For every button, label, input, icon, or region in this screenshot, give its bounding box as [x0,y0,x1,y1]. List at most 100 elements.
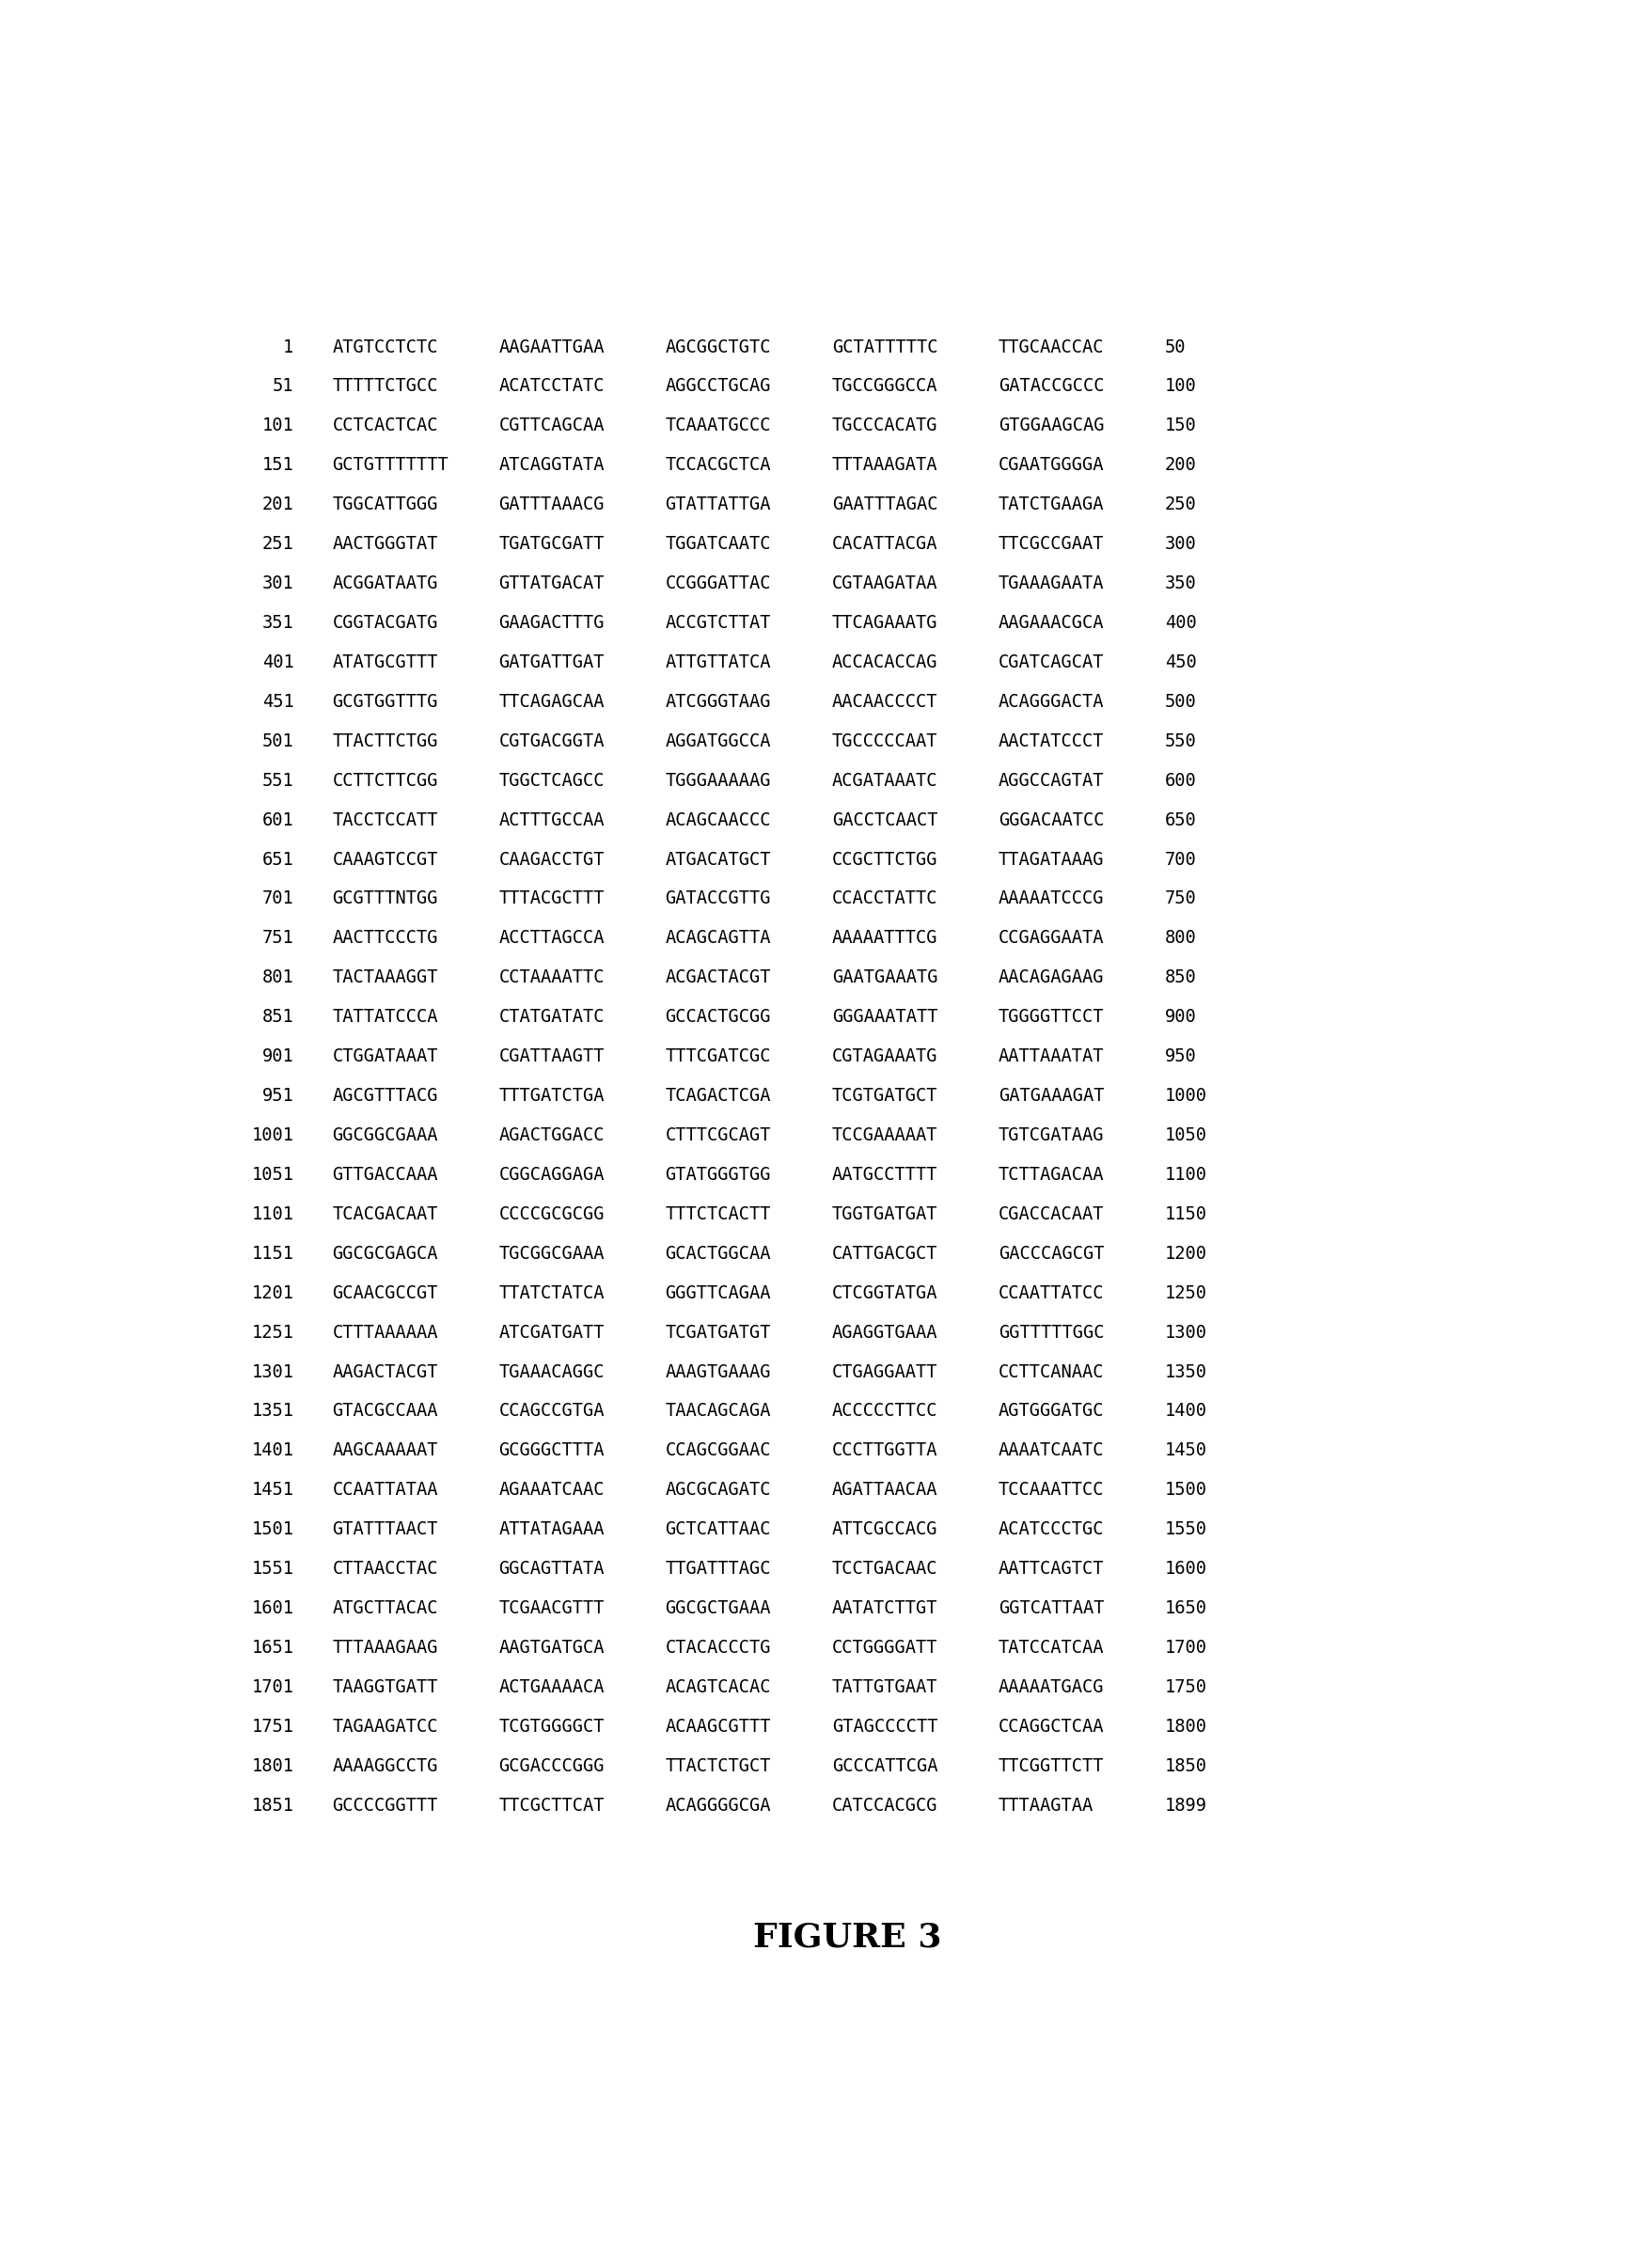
Text: 800: 800 [1165,929,1196,947]
Text: TGCCGGGCCA: TGCCGGGCCA [831,378,937,396]
Text: TACCTCCATT: TACCTCCATT [332,811,438,829]
Text: GCTCATTAAC: GCTCATTAAC [664,1520,770,1538]
Text: GGTTTTTGGC: GGTTTTTGGC [998,1323,1104,1341]
Text: ACCTTAGCCA: ACCTTAGCCA [499,929,605,947]
Text: CGGTACGATG: CGGTACGATG [332,614,438,632]
Text: 1601: 1601 [251,1599,294,1617]
Text: GCCCCGGTTT: GCCCCGGTTT [332,1796,438,1814]
Text: AGGATGGCCA: AGGATGGCCA [664,732,770,750]
Text: CGGCAGGAGA: CGGCAGGAGA [499,1166,605,1185]
Text: CCTGGGGATT: CCTGGGGATT [831,1640,937,1656]
Text: TCGTGATGCT: TCGTGATGCT [831,1087,937,1105]
Text: ATGCTTACAC: ATGCTTACAC [332,1599,438,1617]
Text: TTAGATAAAG: TTAGATAAAG [998,849,1104,867]
Text: AACAACCCCT: AACAACCCCT [831,693,937,711]
Text: 1851: 1851 [251,1796,294,1814]
Text: CCAGGCTCAA: CCAGGCTCAA [998,1717,1104,1735]
Text: ACCCCCTTCC: ACCCCCTTCC [831,1402,937,1420]
Text: AAAAATGACG: AAAAATGACG [998,1678,1104,1696]
Text: 1000: 1000 [1165,1087,1206,1105]
Text: 1201: 1201 [251,1284,294,1302]
Text: TCGTGGGGCT: TCGTGGGGCT [499,1717,605,1735]
Text: CCGCTTCTGG: CCGCTTCTGG [831,849,937,867]
Text: CACATTACGA: CACATTACGA [831,535,937,553]
Text: 350: 350 [1165,575,1196,593]
Text: TATTGTGAAT: TATTGTGAAT [831,1678,937,1696]
Text: TTTCTCACTT: TTTCTCACTT [664,1205,770,1223]
Text: CCTTCTTCGG: CCTTCTTCGG [332,772,438,790]
Text: GGGTTCAGAA: GGGTTCAGAA [664,1284,770,1302]
Text: 1650: 1650 [1165,1599,1206,1617]
Text: ACCGTCTTAT: ACCGTCTTAT [664,614,770,632]
Text: AGACTGGACC: AGACTGGACC [499,1126,605,1144]
Text: GACCCAGCGT: GACCCAGCGT [998,1246,1104,1262]
Text: CGTTCAGCAA: CGTTCAGCAA [499,417,605,435]
Text: TCGATGATGT: TCGATGATGT [664,1323,770,1341]
Text: GCGTTTNTGG: GCGTTTNTGG [332,890,438,908]
Text: GTTATGACAT: GTTATGACAT [499,575,605,593]
Text: CCAGCGGAAC: CCAGCGGAAC [664,1443,770,1459]
Text: AAGACTACGT: AAGACTACGT [332,1364,438,1382]
Text: 1899: 1899 [1165,1796,1206,1814]
Text: AGAGGTGAAA: AGAGGTGAAA [831,1323,937,1341]
Text: ATGACATGCT: ATGACATGCT [664,849,770,867]
Text: GCCCATTCGA: GCCCATTCGA [831,1758,937,1776]
Text: GTATTTAACT: GTATTTAACT [332,1520,438,1538]
Text: TAGAAGATCC: TAGAAGATCC [332,1717,438,1735]
Text: 301: 301 [263,575,294,593]
Text: 251: 251 [263,535,294,553]
Text: CCAATTATCC: CCAATTATCC [998,1284,1104,1302]
Text: TTCAGAAATG: TTCAGAAATG [831,614,937,632]
Text: GCAACGCCGT: GCAACGCCGT [332,1284,438,1302]
Text: 551: 551 [263,772,294,790]
Text: GGCGCTGAAA: GGCGCTGAAA [664,1599,770,1617]
Text: GGGACAATCC: GGGACAATCC [998,811,1104,829]
Text: TGGCATTGGG: TGGCATTGGG [332,496,438,514]
Text: TCCGAAAAAT: TCCGAAAAAT [831,1126,937,1144]
Text: CGTAGAAATG: CGTAGAAATG [831,1046,937,1065]
Text: TCCAAATTCC: TCCAAATTCC [998,1481,1104,1499]
Text: GCTGTTTTTTT: GCTGTTTTTTT [332,455,448,473]
Text: GAATGAAATG: GAATGAAATG [831,969,937,988]
Text: CCAGCCGTGA: CCAGCCGTGA [499,1402,605,1420]
Text: 1351: 1351 [251,1402,294,1420]
Text: AGATTAACAA: AGATTAACAA [831,1481,937,1499]
Text: 1051: 1051 [251,1166,294,1185]
Text: ATTGTTATCA: ATTGTTATCA [664,652,770,670]
Text: CTATGATATC: CTATGATATC [499,1008,605,1026]
Text: 451: 451 [263,693,294,711]
Text: GCCACTGCGG: GCCACTGCGG [664,1008,770,1026]
Text: ACATCCCTGC: ACATCCCTGC [998,1520,1104,1538]
Text: ATATGCGTTT: ATATGCGTTT [332,652,438,670]
Text: TTTAAAGATA: TTTAAAGATA [831,455,937,473]
Text: AGCGCAGATC: AGCGCAGATC [664,1481,770,1499]
Text: GAAGACTTTG: GAAGACTTTG [499,614,605,632]
Text: 1200: 1200 [1165,1246,1206,1262]
Text: 901: 901 [263,1046,294,1065]
Text: CTGGATAAAT: CTGGATAAAT [332,1046,438,1065]
Text: 700: 700 [1165,849,1196,867]
Text: CAAAGTCCGT: CAAAGTCCGT [332,849,438,867]
Text: 1151: 1151 [251,1246,294,1262]
Text: 1300: 1300 [1165,1323,1206,1341]
Text: TATCCATCAA: TATCCATCAA [998,1640,1104,1656]
Text: 1600: 1600 [1165,1561,1206,1579]
Text: 1301: 1301 [251,1364,294,1382]
Text: CCTTCANAAC: CCTTCANAAC [998,1364,1104,1382]
Text: ACAAGCGTTT: ACAAGCGTTT [664,1717,770,1735]
Text: 751: 751 [263,929,294,947]
Text: ATCGGGTAAG: ATCGGGTAAG [664,693,770,711]
Text: TCCACGCTCA: TCCACGCTCA [664,455,770,473]
Text: CAAGACCTGT: CAAGACCTGT [499,849,605,867]
Text: TTCGGTTCTT: TTCGGTTCTT [998,1758,1104,1776]
Text: TTTTTCTGCC: TTTTTCTGCC [332,378,438,396]
Text: 1100: 1100 [1165,1166,1206,1185]
Text: ACAGGGGCGA: ACAGGGGCGA [664,1796,770,1814]
Text: AAAATCAATC: AAAATCAATC [998,1443,1104,1459]
Text: GAATTTAGAC: GAATTTAGAC [831,496,937,514]
Text: TTTCGATCGC: TTTCGATCGC [664,1046,770,1065]
Text: CGATCAGCAT: CGATCAGCAT [998,652,1104,670]
Text: TTTAAAGAAG: TTTAAAGAAG [332,1640,438,1656]
Text: GGGAAATATT: GGGAAATATT [831,1008,937,1026]
Text: TGCCCACATG: TGCCCACATG [831,417,937,435]
